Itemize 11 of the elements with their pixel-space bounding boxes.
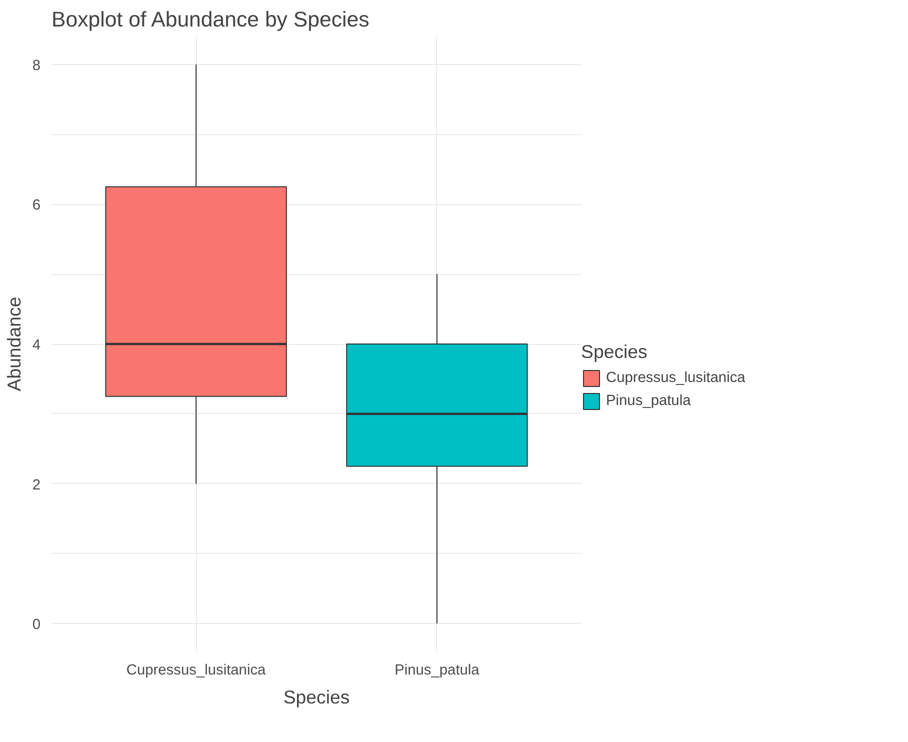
y-axis-title: Abundance	[3, 296, 24, 392]
legend-label: Pinus_patula	[606, 393, 691, 409]
y-tick-label: 4	[32, 338, 41, 354]
y-tick-label: 0	[32, 617, 41, 634]
legend-label: Cupressus_lusitanica	[606, 370, 746, 386]
legend-title: Species	[581, 341, 648, 363]
y-tick-label: 6	[32, 198, 41, 214]
y-tick-label: 2	[32, 477, 41, 494]
chart-title: Boxplot of Abundance by Species	[52, 8, 370, 32]
x-axis-title: Species	[283, 686, 350, 708]
y-tick-label: 8	[32, 58, 41, 74]
